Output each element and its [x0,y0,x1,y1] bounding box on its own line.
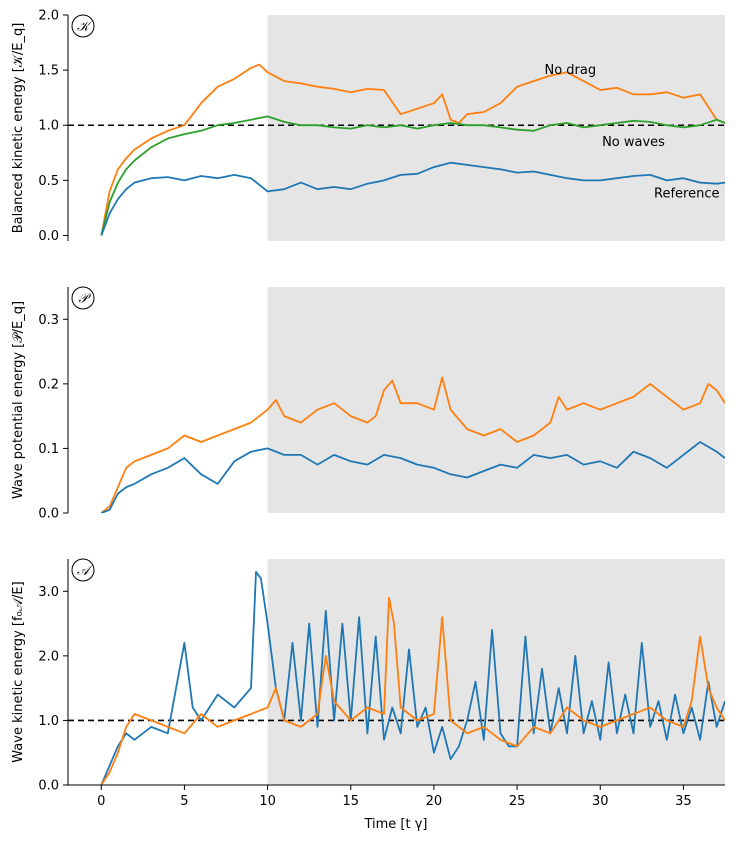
panel-badge [71,14,95,38]
panel-badge [71,558,95,582]
x-axis-label: Time [t γ] [363,817,427,832]
series-line-orange [100,63,725,236]
x-tick-label: 0 [97,794,105,809]
y-tick-label: 2.0 [38,9,59,24]
x-tick-label: 25 [509,794,526,809]
y-tick-label: 2.0 [38,649,59,664]
y-tick-label: 0.3 [38,313,59,328]
y-tick-label: 1.0 [38,714,59,729]
y-tick-label: 0.2 [38,377,59,392]
x-tick-label: 10 [259,794,276,809]
shaded-region [267,287,725,513]
series-line-blue [100,441,725,513]
y-tick-label: 1.0 [38,119,59,134]
x-tick-label: 30 [592,794,609,809]
panel-wave-kinetic: 0 5 10 15 20 25 30 35 0.0 1.0 2.0 3.0 Wave kinetic e… [11,558,725,809]
series-line-orange [100,596,725,785]
panel-wave-potential: 0.0 0.1 0.2 0.3 Wave potential energy [𝒫/E_q… [11,286,725,522]
series-annotation: Reference [654,187,719,202]
x-tick-label: 15 [342,794,359,809]
panel-badge [71,286,95,310]
x-tick-label: 5 [180,794,188,809]
panel-badge-label: 𝒜 [77,564,93,579]
series-line-orange [100,376,725,513]
series-line-green [100,115,725,236]
y-axis-label: Wave kinetic energy [f₀𝒜/E] [11,581,26,762]
x-tick-label: 20 [426,794,443,809]
y-tick-label: 0.0 [38,229,59,244]
y-tick-label: 0.1 [38,442,59,457]
y-axis-label: Balanced kinetic energy [𝒦/E_q] [11,23,26,234]
y-tick-label: 0.0 [38,779,59,794]
series-annotation: No drag [544,63,596,78]
y-tick-label: 3.0 [38,585,59,600]
y-axis-label: Wave potential energy [𝒫/E_q] [11,301,26,499]
series-line-blue [100,571,725,785]
panel-balanced-kinetic: 0.0 0.5 1.0 1.5 2.0 Balanced kinetic energy [… [11,9,725,244]
series-line-blue [100,161,725,236]
y-tick-label: 0.0 [38,507,59,522]
series-annotation: No waves [602,135,665,150]
x-tick-label: 35 [675,794,692,809]
y-tick-label: 0.5 [38,174,59,189]
panel-badge-label: 𝒦 [77,20,93,35]
y-tick-label: 1.5 [38,64,59,79]
